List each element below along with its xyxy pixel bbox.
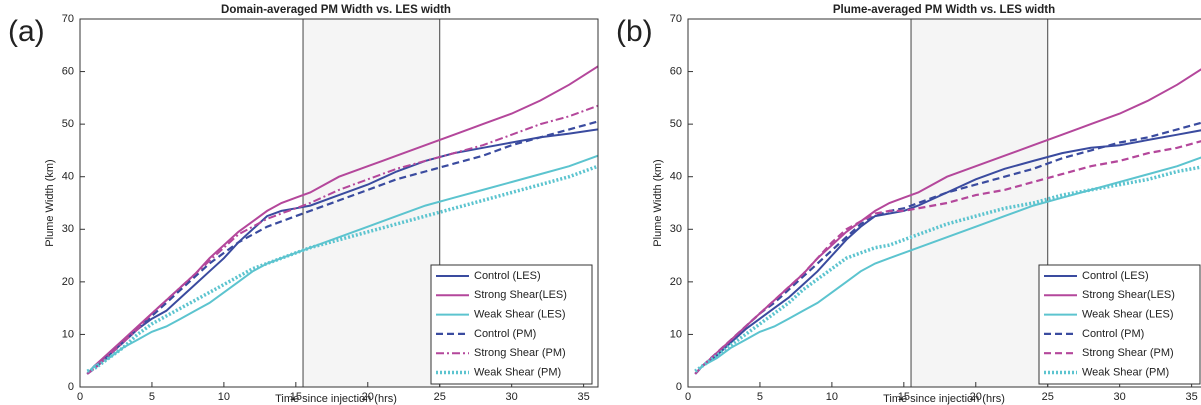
series-line [86, 65, 598, 375]
x-tick-label: 35 [1185, 391, 1197, 403]
x-tick-label: 5 [149, 391, 155, 403]
chart-title: Domain-averaged PM Width vs. LES width [221, 4, 451, 16]
series-line [694, 68, 1201, 375]
legend-label: Strong Shear (PM) [474, 347, 566, 359]
series-line [694, 121, 1201, 375]
x-tick-label: 30 [506, 391, 518, 403]
x-axis-label: Time since injection (hrs) [883, 393, 1005, 405]
legend-label: Strong Shear(LES) [474, 289, 567, 301]
legend-label: Control (LES) [474, 270, 541, 282]
legend-label: Weak Shear (PM) [474, 366, 561, 378]
y-tick-label: 30 [62, 223, 74, 235]
legend-label: Weak Shear (LES) [1082, 309, 1174, 321]
legend-label: Strong Shear (PM) [1082, 347, 1174, 359]
legend: Control (LES) Strong Shear(LES) Weak Shear… [430, 264, 593, 385]
legend-label: Control (LES) [1082, 270, 1149, 282]
series-line [86, 154, 598, 375]
legend-label: Control (PM) [1082, 328, 1144, 340]
lines [694, 68, 1201, 375]
y-tick-label: 10 [62, 328, 74, 340]
legend-box [430, 264, 593, 385]
x-tick-label: 10 [826, 391, 838, 403]
y-axis-label: Plume Width (km) [44, 159, 56, 246]
x-tick-label: 20 [970, 391, 982, 403]
x-tick-label: 30 [1114, 391, 1126, 403]
shaded-region [303, 19, 440, 387]
series-line [86, 164, 598, 373]
y-tick-label: 10 [670, 328, 682, 340]
panel: (b) Plume-averaged PM Width vs. LES width… [616, 4, 1201, 405]
x-tick-label: 0 [685, 391, 691, 403]
y-axis-label: Plume Width (km) [652, 159, 664, 246]
x-tick-label: 0 [77, 391, 83, 403]
panel-label: (b) [616, 15, 653, 48]
x-tick-label: 15 [898, 391, 910, 403]
lines [86, 65, 598, 375]
x-tick-label: 35 [577, 391, 589, 403]
y-tick-label: 50 [670, 118, 682, 130]
y-tick-label: 20 [670, 276, 682, 288]
y-tick-label: 30 [670, 223, 682, 235]
series-line [86, 128, 598, 375]
axes-box [79, 18, 599, 388]
legend-label: Strong Shear(LES) [1082, 289, 1175, 301]
series-line [694, 140, 1201, 375]
y-tick-label: 40 [670, 171, 682, 183]
y-tick-label: 0 [676, 381, 682, 393]
x-tick-label: 20 [362, 391, 374, 403]
x-tick-label: 15 [290, 391, 302, 403]
legend-box [1038, 264, 1201, 385]
y-tick-label: 20 [62, 276, 74, 288]
series-line [694, 165, 1201, 373]
x-axis-label: Time since injection (hrs) [275, 393, 397, 405]
y-tick-label: 40 [62, 171, 74, 183]
y-tick-label: 60 [670, 65, 682, 77]
x-tick-label: 25 [434, 391, 446, 403]
x-tick-label: 5 [757, 391, 763, 403]
x-tick-label: 25 [1042, 391, 1054, 403]
axes-box [687, 18, 1201, 388]
shaded-region [911, 19, 1048, 387]
x-tick-label: 10 [218, 391, 230, 403]
legend-label: Weak Shear (LES) [474, 309, 566, 321]
legend-label: Weak Shear (PM) [1082, 366, 1169, 378]
series-line [694, 129, 1201, 375]
panel: (a) Domain-averaged PM Width vs. LES widt… [8, 4, 599, 405]
legend: Control (LES) Strong Shear(LES) Weak Shear… [1038, 264, 1201, 385]
legend-label: Control (PM) [474, 328, 536, 340]
y-tick-label: 70 [62, 13, 74, 25]
y-tick-label: 0 [68, 381, 74, 393]
y-tick-label: 70 [670, 13, 682, 25]
y-tick-label: 60 [62, 65, 74, 77]
chart-title: Plume-averaged PM Width vs. LES width [833, 4, 1055, 16]
series-line [86, 120, 598, 375]
panel-label: (a) [8, 15, 45, 48]
y-tick-label: 50 [62, 118, 74, 130]
